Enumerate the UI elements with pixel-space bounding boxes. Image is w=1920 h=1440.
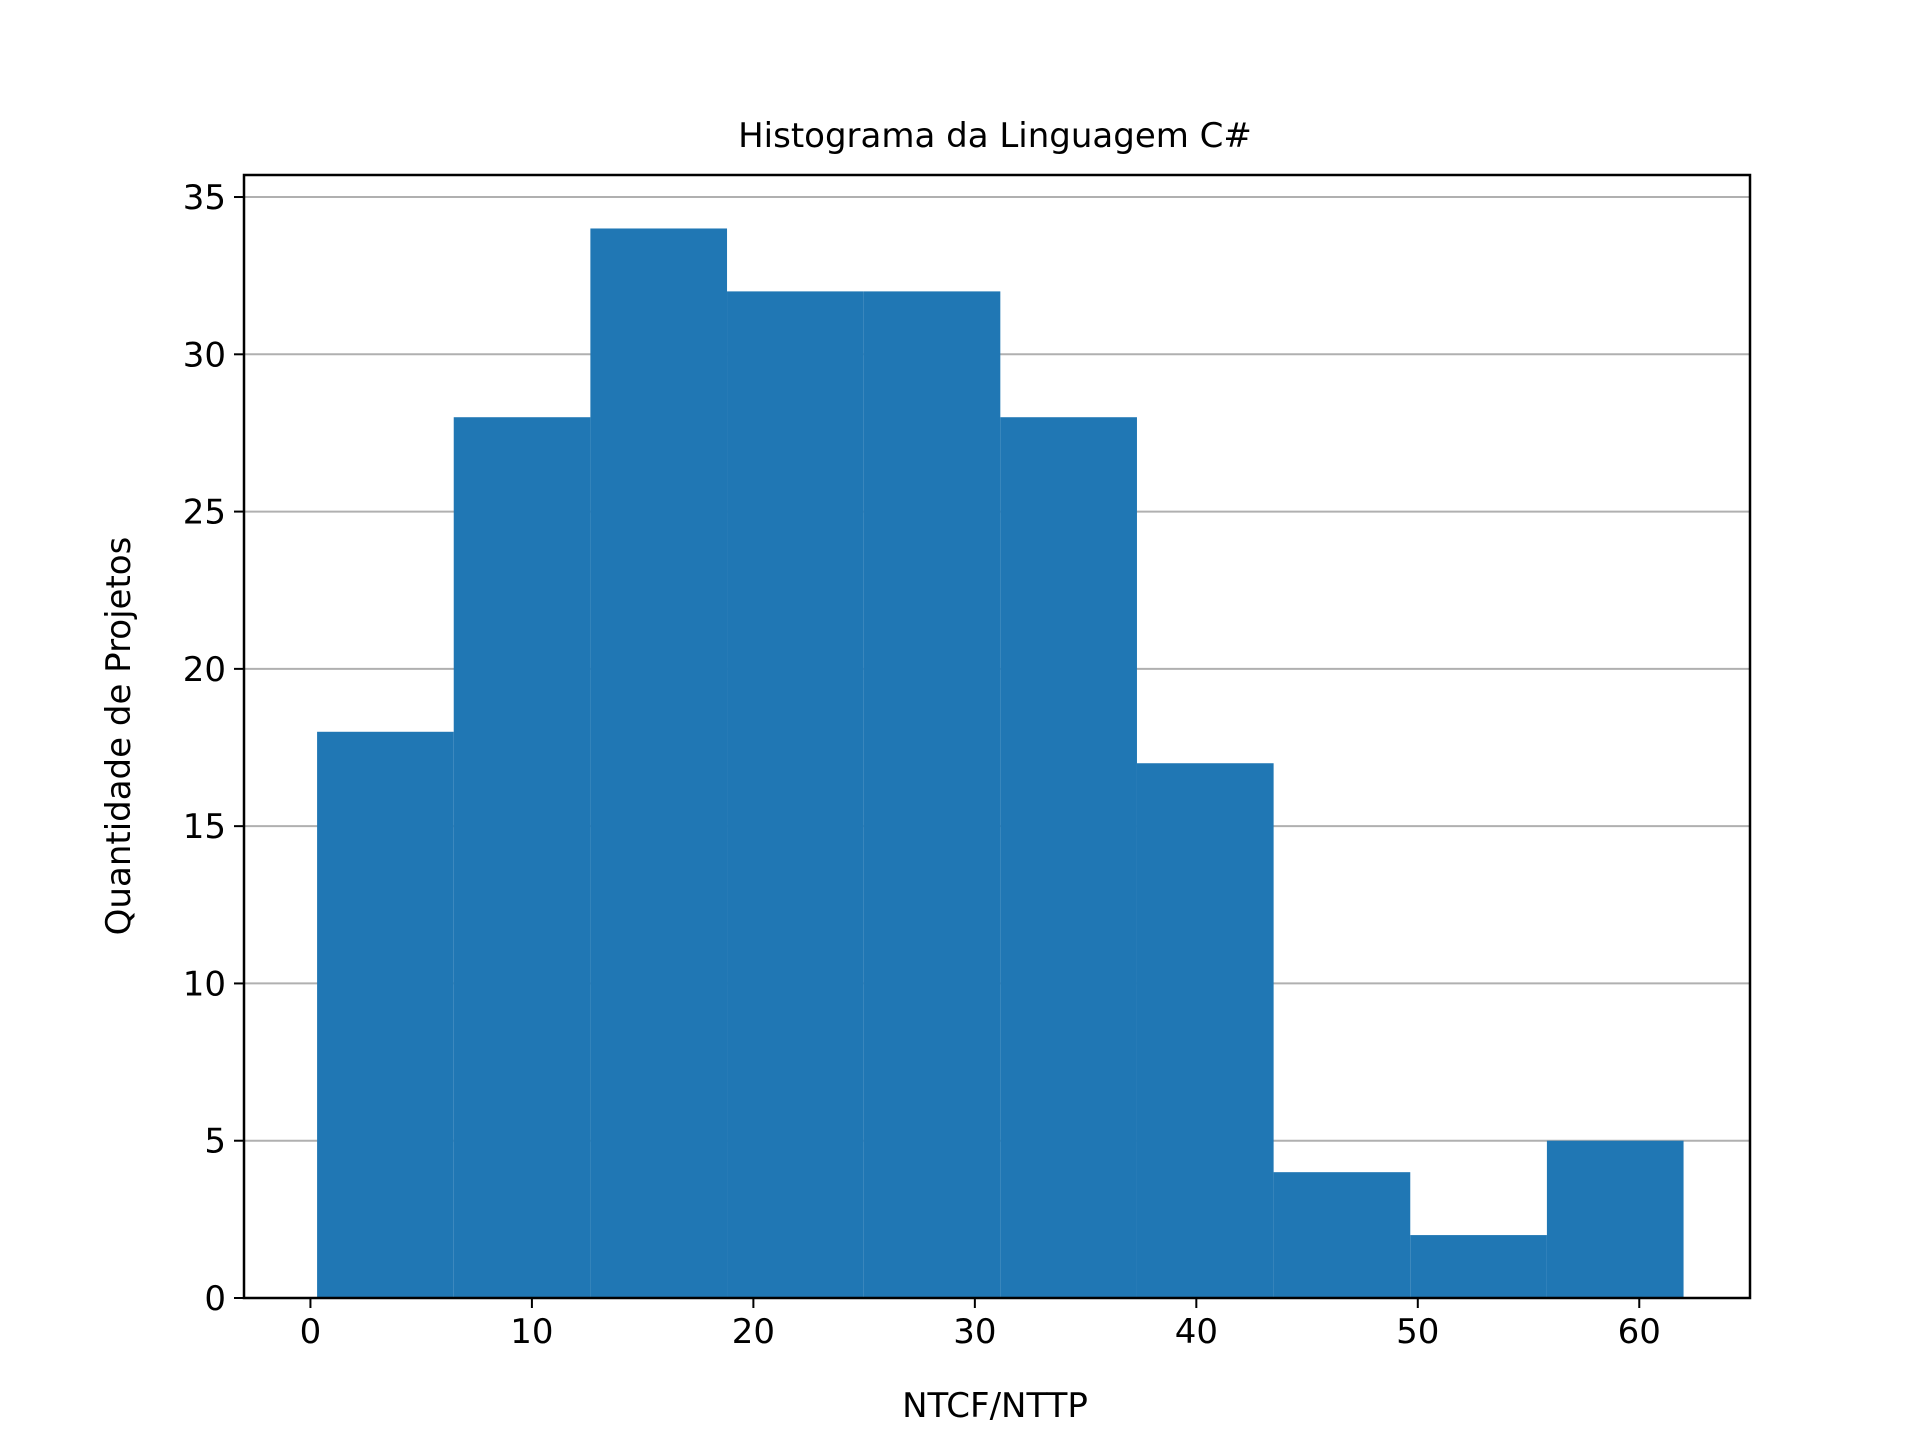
y-tick-label-1: 5 [204, 1122, 226, 1162]
histogram-bar-2 [590, 228, 728, 1298]
histogram-bar-0 [317, 731, 454, 1298]
x-tick-label-0: 0 [300, 1312, 322, 1352]
bars [317, 228, 1684, 1298]
y-tick-label-6: 30 [183, 335, 226, 375]
y-tick-label-5: 25 [183, 493, 226, 533]
x-axis-ticks: 0 10 20 30 40 50 60 [300, 1298, 1661, 1352]
x-tick-label-3: 30 [953, 1312, 996, 1352]
y-axis-label: Quantidade de Projetos [99, 537, 139, 936]
plot-frame [242, 173, 1752, 1300]
histogram-bar-8 [1410, 1235, 1547, 1298]
x-axis-label: NTCF/NTTP [902, 1386, 1088, 1426]
histogram-bar-4 [863, 291, 1001, 1298]
y-tick-label-2: 10 [183, 964, 226, 1004]
histogram-bar-1 [453, 417, 591, 1298]
histogram-bar-9 [1546, 1140, 1684, 1298]
y-tick-label-4: 20 [183, 650, 226, 690]
x-tick-label-1: 10 [510, 1312, 553, 1352]
y-tick-label-3: 15 [183, 807, 226, 847]
histogram-bar-7 [1273, 1172, 1411, 1298]
x-tick-label-4: 40 [1175, 1312, 1218, 1352]
x-tick-label-2: 20 [732, 1312, 775, 1352]
histogram-bar-6 [1136, 763, 1274, 1298]
chart-title: Histograma da Linguagem C# [738, 116, 1252, 156]
x-tick-label-5: 50 [1396, 1312, 1439, 1352]
y-tick-label-7: 35 [183, 178, 226, 218]
y-axis-ticks: 0 5 10 15 20 25 30 35 [183, 178, 244, 1319]
y-tick-label-0: 0 [204, 1279, 226, 1319]
x-tick-label-6: 60 [1618, 1312, 1661, 1352]
histogram-bar-5 [1000, 417, 1137, 1298]
histogram-bar-3 [727, 291, 864, 1298]
